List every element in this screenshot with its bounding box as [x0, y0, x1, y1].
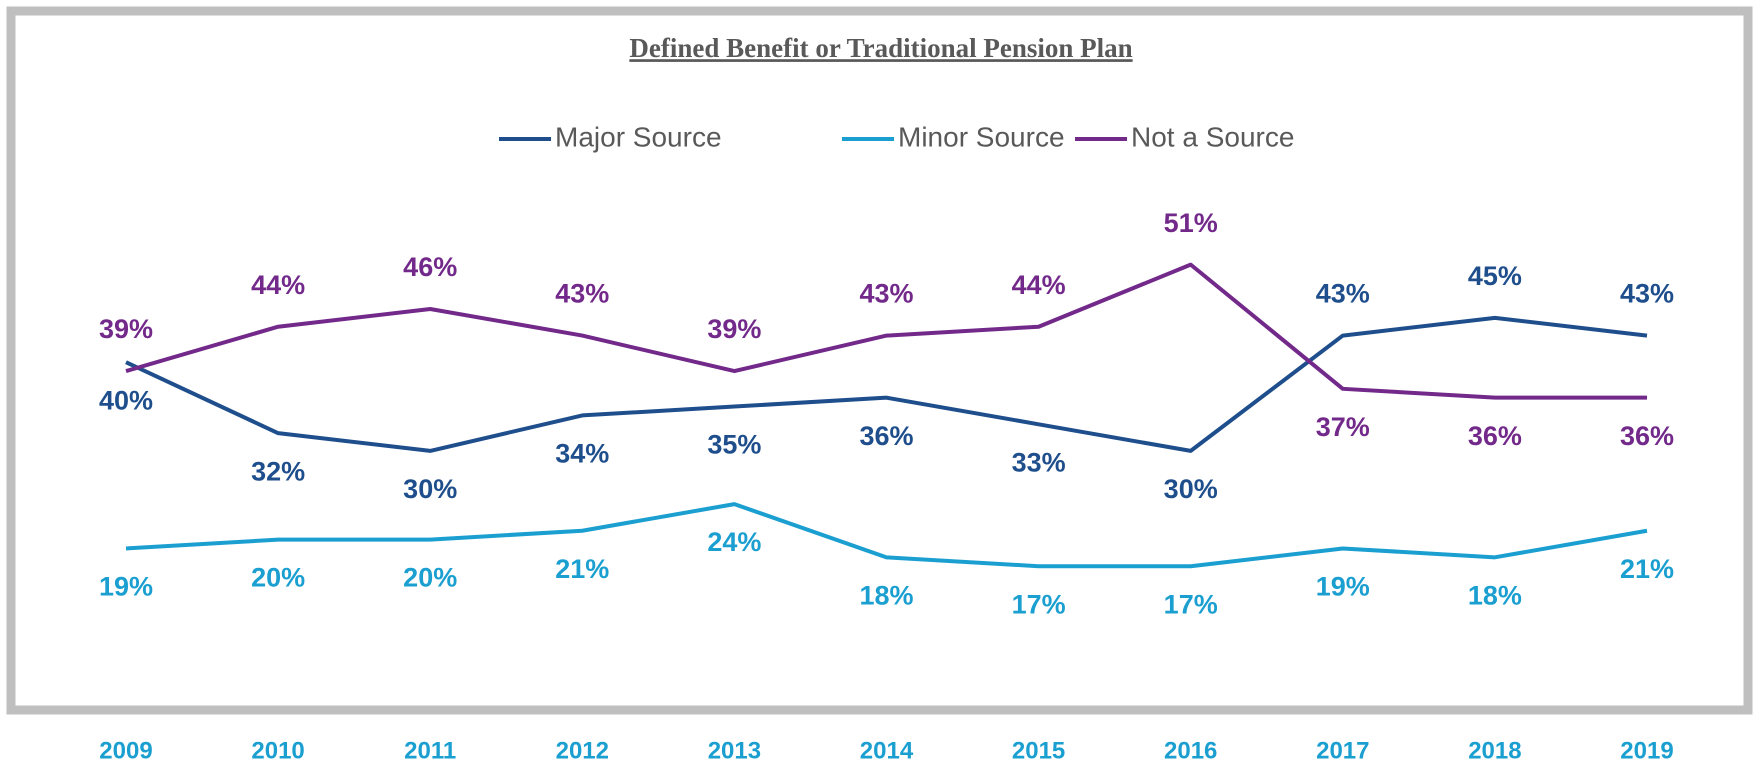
data-label: 17%: [1164, 589, 1218, 619]
series-line: [125, 502, 1648, 569]
data-label: 24%: [707, 527, 761, 557]
data-label: 40%: [99, 385, 153, 415]
x-tick-label: 2012: [556, 737, 609, 764]
data-label: 19%: [1316, 572, 1370, 602]
legend-label: Not a Source: [1131, 121, 1294, 152]
x-tick-label: 2017: [1316, 737, 1369, 764]
series-line: [125, 315, 1648, 453]
data-label: 34%: [555, 439, 609, 469]
chart-title: Defined Benefit or Traditional Pension P…: [629, 33, 1132, 63]
data-label: 45%: [1468, 261, 1522, 291]
data-label: 37%: [1316, 412, 1370, 442]
data-label: 21%: [1620, 554, 1674, 584]
data-label: 32%: [251, 456, 305, 486]
data-label: 18%: [1468, 580, 1522, 610]
data-label: 36%: [859, 421, 913, 451]
data-label: 44%: [1012, 270, 1066, 300]
data-label: 17%: [1012, 589, 1066, 619]
data-label: 35%: [707, 430, 761, 460]
data-label: 20%: [251, 563, 305, 593]
x-tick-label: 2009: [99, 737, 152, 764]
legend-label: Minor Source: [898, 121, 1065, 152]
data-label: 33%: [1012, 447, 1066, 477]
x-tick-label: 2019: [1620, 737, 1673, 764]
data-label: 43%: [1620, 279, 1674, 309]
data-label: 46%: [403, 252, 457, 282]
data-label: 18%: [859, 580, 913, 610]
data-label: 30%: [1164, 474, 1218, 504]
x-tick-label: 2014: [860, 737, 914, 764]
data-label: 44%: [251, 270, 305, 300]
data-label: 36%: [1468, 421, 1522, 451]
data-label: 43%: [555, 279, 609, 309]
x-tick-label: 2013: [708, 737, 761, 764]
data-label: 30%: [403, 474, 457, 504]
x-tick-label: 2010: [251, 737, 304, 764]
data-label: 19%: [99, 572, 153, 602]
data-label: 39%: [707, 314, 761, 344]
x-tick-label: 2011: [404, 737, 456, 764]
legend-label: Major Source: [555, 121, 722, 152]
chart-frame: [6, 6, 1753, 715]
data-label: 36%: [1620, 421, 1674, 451]
data-label: 43%: [1316, 279, 1370, 309]
data-label: 39%: [99, 314, 153, 344]
x-tick-label: 2015: [1012, 737, 1065, 764]
series-line: [125, 262, 1647, 400]
data-label: 51%: [1164, 208, 1218, 238]
data-label: 20%: [403, 563, 457, 593]
data-label: 21%: [555, 554, 609, 584]
x-tick-label: 2018: [1468, 737, 1521, 764]
x-tick-label: 2016: [1164, 737, 1217, 764]
data-label: 43%: [859, 279, 913, 309]
